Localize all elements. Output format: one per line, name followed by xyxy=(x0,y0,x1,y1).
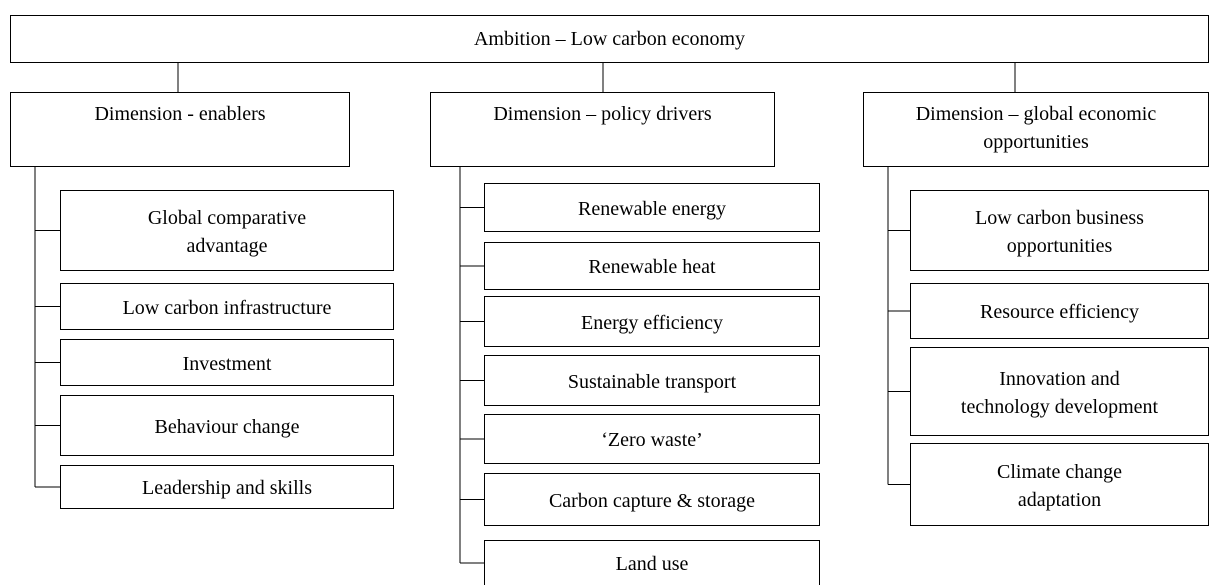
box-label: Global comparative xyxy=(147,206,307,229)
item-box: Resource efficiency xyxy=(910,283,1209,339)
box-label: opportunities xyxy=(1006,234,1113,257)
box-label: opportunities xyxy=(983,131,1089,153)
item-box: Sustainable transport xyxy=(484,355,820,406)
box-label: Carbon capture & storage xyxy=(548,489,756,512)
dimension-box: Dimension – policy drivers xyxy=(430,92,775,167)
box-label: advantage xyxy=(186,234,268,257)
item-box: Land use xyxy=(484,540,820,585)
box-label: ‘Zero waste’ xyxy=(601,429,703,451)
item-box: ‘Zero waste’ xyxy=(484,414,820,464)
item-box: Innovation and technology development xyxy=(910,347,1209,436)
box-label: Energy efficiency xyxy=(581,311,723,334)
box-label: Investment xyxy=(182,352,272,375)
item-box: Renewable energy xyxy=(484,183,820,232)
item-box: Behaviour change xyxy=(60,395,394,456)
item-box: Low carbon business opportunities xyxy=(910,190,1209,271)
dimension-box: Dimension – global economic opportunities xyxy=(863,92,1209,167)
item-box: Renewable heat xyxy=(484,242,820,290)
box-label: Low carbon business xyxy=(975,206,1144,229)
box-label: Dimension – global economic xyxy=(915,103,1157,125)
ambition-box: Ambition – Low carbon economy xyxy=(10,15,1209,63)
box-label: Renewable energy xyxy=(578,197,726,220)
item-box: Energy efficiency xyxy=(484,296,820,347)
box-label: Behaviour change xyxy=(154,415,300,438)
item-box: Low carbon infrastructure xyxy=(60,283,394,330)
box-label: Dimension – policy drivers xyxy=(493,103,712,125)
box-label: Innovation and xyxy=(999,367,1120,390)
box-label: Sustainable transport xyxy=(567,370,737,393)
item-box: Global comparative advantage xyxy=(60,190,394,271)
box-label: Low carbon infrastructure xyxy=(122,296,332,319)
dimension-box: Dimension - enablers xyxy=(10,92,350,167)
item-box: Climate change adaptation xyxy=(910,443,1209,526)
box-label: adaptation xyxy=(1017,488,1102,511)
box-label: Ambition – Low carbon economy xyxy=(473,28,746,50)
box-label: technology development xyxy=(960,395,1159,418)
box-label: Renewable heat xyxy=(588,256,716,278)
box-label: Resource efficiency xyxy=(980,301,1139,323)
item-box: Investment xyxy=(60,339,394,386)
box-label: Leadership and skills xyxy=(142,477,312,499)
item-box: Leadership and skills xyxy=(60,465,394,509)
item-box: Carbon capture & storage xyxy=(484,473,820,526)
box-label: Land use xyxy=(615,553,689,575)
box-label: Climate change xyxy=(997,460,1122,483)
box-label: Dimension - enablers xyxy=(94,103,266,125)
